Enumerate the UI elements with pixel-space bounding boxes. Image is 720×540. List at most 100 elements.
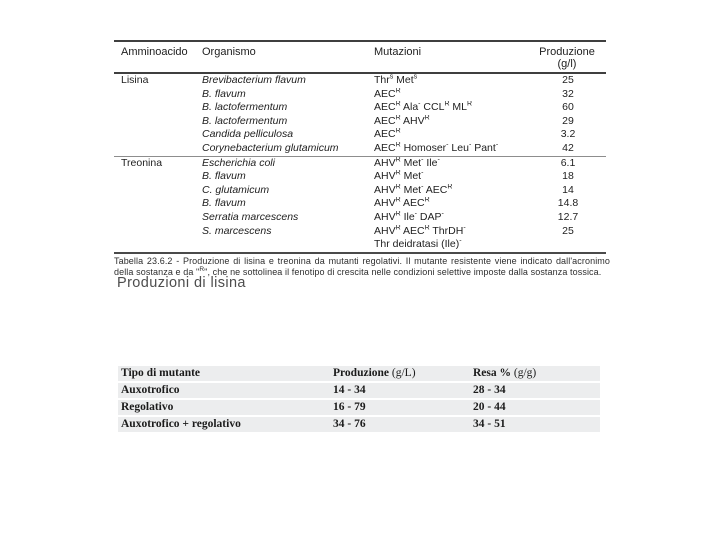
cell-production-range: 34 - 76: [330, 417, 470, 434]
amino-acid-production-table: Amminoacido Organismo Mutazioni Produzio…: [114, 40, 606, 254]
summary-table-body: Auxotrofico 14 - 34 28 - 34 Regolativo 16 - …: [118, 383, 600, 434]
cell-organism: [202, 238, 374, 253]
cell-mutations: AECR Homoser- Leu- Pant-: [374, 141, 499, 154]
cell-mutations: AECR Ala- CCLR MLR: [374, 101, 473, 114]
cell-mutant-type: Auxotrofico + regolativo: [118, 417, 330, 434]
cell-mutant-type: Regolativo: [118, 400, 330, 417]
cell-mutant-type: Auxotrofico: [118, 383, 330, 400]
cell-organism: Brevibacterium flavum: [202, 74, 306, 86]
scan-table-row: B. flavum AECR 32: [114, 88, 606, 102]
cell-production-range: 14 - 34: [330, 383, 470, 400]
cell-organism: B. lactofermentum: [202, 101, 288, 114]
cell-amino-acid: Lisina: [121, 74, 149, 86]
cell-organism: B. flavum: [202, 170, 246, 183]
mutant-yield-table: Tipo di mutante Produzione (g/L) Resa % (g…: [118, 366, 600, 434]
cell-production: 14: [562, 183, 574, 196]
cell-production: 29: [562, 114, 574, 127]
cell-mutations: AHVR Ile- DAP-: [374, 210, 444, 223]
summary-header-unit: (g/L): [389, 367, 416, 379]
cell-organism: Serratia marcescens: [202, 210, 299, 223]
cell-amino-acid: [114, 184, 202, 198]
column-header-organismo: Organismo: [202, 41, 374, 74]
cell-production-range: 16 - 79: [330, 400, 470, 417]
cell-production: 60: [562, 101, 574, 114]
summary-header-label: Produzione: [333, 367, 390, 379]
scan-table-row: B. flavum AHVR Met- 18: [114, 170, 606, 184]
cell-amino-acid: [114, 88, 202, 102]
cell-mutations: AHVR Met- AECR: [374, 183, 453, 196]
summary-table-row: Auxotrofico + regolativo 34 - 76 34 - 51: [118, 417, 600, 434]
cell-production: [530, 238, 606, 253]
summary-column-header: Produzione (g/L): [330, 366, 470, 383]
cell-amino-acid: Treonina: [114, 155, 202, 171]
scan-table-body: Lisina Brevibacterium flavum Thrs Mets 25 B.…: [114, 73, 606, 253]
cell-mutations: AECR: [374, 128, 401, 141]
cell-organism: B. flavum: [202, 87, 246, 100]
scan-table-row: Corynebacterium glutamicum AECR Homoser- …: [114, 142, 606, 156]
cell-production: 18: [562, 170, 574, 183]
summary-column-header: Tipo di mutante: [118, 366, 330, 383]
summary-header-unit: (g/g): [511, 367, 537, 379]
cell-amino-acid: [114, 225, 202, 239]
cell-production: 42: [562, 141, 574, 154]
cell-production: 6.1: [530, 155, 606, 171]
cell-yield-range: 34 - 51: [470, 417, 600, 434]
scan-table-row: B. lactofermentum AECR AHVR 29: [114, 115, 606, 129]
cell-organism: Candida pelliculosa: [202, 128, 294, 141]
summary-table-wrap: Tipo di mutante Produzione (g/L) Resa % (g…: [118, 366, 600, 434]
cell-mutations: Thr deidratasi (Ile)-: [374, 238, 462, 251]
cell-mutations: Thrs Mets: [374, 73, 418, 87]
cell-organism: B. lactofermentum: [202, 114, 288, 127]
cell-production: 3.2: [560, 128, 576, 141]
scan-table-row: B. flavum AHVR AECR 14.8: [114, 197, 606, 211]
cell-amino-acid: [114, 101, 202, 115]
cell-organism: S. marcescens: [202, 224, 272, 237]
column-header-produzione: Produzione (g/l): [530, 41, 606, 74]
cell-production: 32: [562, 87, 574, 100]
cell-organism: B. flavum: [202, 197, 246, 210]
cell-yield-range: 20 - 44: [470, 400, 600, 417]
summary-table-row: Regolativo 16 - 79 20 - 44: [118, 400, 600, 417]
scan-table-row: Serratia marcescens AHVR Ile- DAP- 12.7: [114, 211, 606, 225]
cell-production: 14.8: [557, 197, 579, 210]
cell-production: 25: [562, 74, 574, 86]
cell-mutations: AHVR Met-: [374, 170, 424, 183]
scanned-table-figure: Amminoacido Organismo Mutazioni Produzio…: [114, 40, 610, 277]
cell-amino-acid: [114, 197, 202, 211]
cell-amino-acid: [114, 128, 202, 142]
cell-organism: Corynebacterium glutamicum: [202, 141, 339, 154]
scan-table-row: C. glutamicum AHVR Met- AECR 14: [114, 184, 606, 198]
summary-header-label: Tipo di mutante: [121, 367, 201, 379]
column-header-produzione-unit: (g/l): [557, 58, 577, 70]
cell-production: 12.7: [557, 210, 579, 223]
cell-mutations: AHVR Met- Ile-: [374, 155, 530, 171]
cell-mutations: AECR: [374, 87, 401, 100]
scan-table-row: B. lactofermentum AECR Ala- CCLR MLR 60: [114, 101, 606, 115]
cell-amino-acid: [114, 142, 202, 156]
column-header-amminoacido: Amminoacido: [114, 41, 202, 74]
summary-column-header: Resa % (g/g): [470, 366, 600, 383]
summary-header-label: Resa %: [473, 367, 512, 379]
cell-amino-acid: [114, 170, 202, 184]
cell-amino-acid: [114, 238, 202, 253]
scan-table-row: Treonina Escherichia coli AHVR Met- Ile- 6.…: [114, 155, 606, 171]
cell-mutations: AHVR AECR: [374, 197, 430, 210]
column-header-produzione-label: Produzione: [539, 46, 595, 58]
cell-mutations: AHVR AECR ThrDH-: [374, 224, 466, 237]
scan-table-row: Thr deidratasi (Ile)-: [114, 238, 606, 253]
cell-yield-range: 28 - 34: [470, 383, 600, 400]
table-caption: Tabella 23.6.2 - Produzione di lisina e …: [114, 255, 610, 277]
cell-organism: Escherichia coli: [202, 155, 374, 171]
column-header-mutazioni: Mutazioni: [374, 41, 530, 74]
scan-table-row: Candida pelliculosa AECR 3.2: [114, 128, 606, 142]
summary-header-row: Tipo di mutante Produzione (g/L) Resa % (g…: [118, 366, 600, 383]
summary-table-row: Auxotrofico 14 - 34 28 - 34: [118, 383, 600, 400]
cell-amino-acid: [114, 115, 202, 129]
cell-organism: C. glutamicum: [202, 183, 270, 196]
scan-table-header-row: Amminoacido Organismo Mutazioni Produzio…: [114, 41, 606, 74]
cell-production: 25: [562, 224, 574, 237]
cell-mutations: AECR AHVR: [374, 114, 430, 127]
cell-amino-acid: [114, 211, 202, 225]
slide-subtitle: Produzioni di lisina: [117, 275, 246, 291]
